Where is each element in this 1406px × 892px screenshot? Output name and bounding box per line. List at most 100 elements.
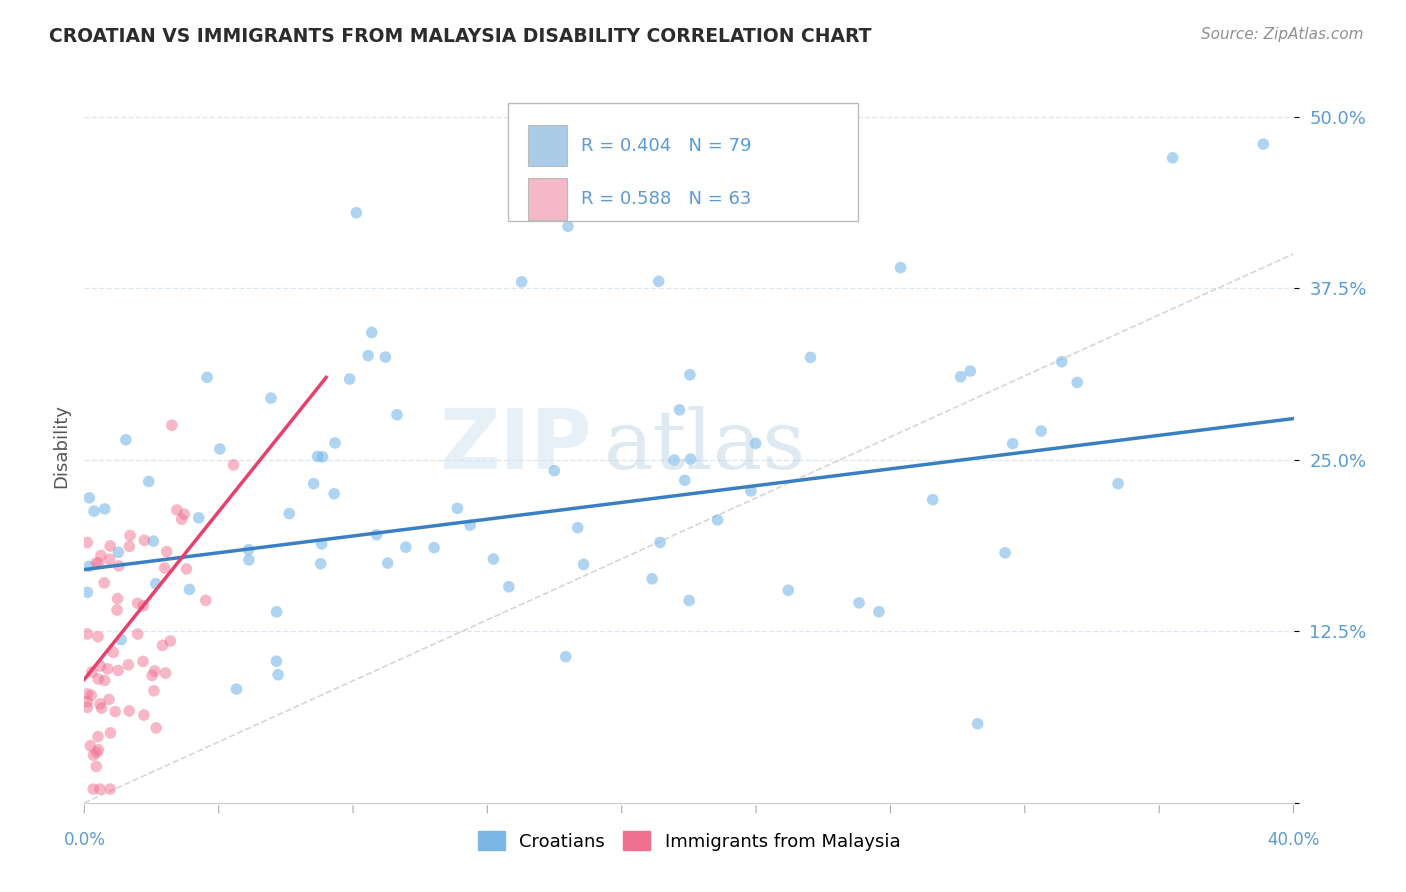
Point xyxy=(107,664,129,678)
Point xyxy=(107,591,129,606)
Point xyxy=(145,721,167,735)
Point xyxy=(554,649,576,664)
Point xyxy=(357,349,380,363)
Point xyxy=(155,666,177,681)
Point xyxy=(557,219,579,234)
Point xyxy=(173,507,195,521)
Point xyxy=(77,559,100,574)
Point xyxy=(678,593,700,607)
Point xyxy=(84,759,107,773)
Point xyxy=(679,452,702,467)
Point xyxy=(76,627,98,641)
Point xyxy=(366,528,388,542)
Point xyxy=(395,540,418,554)
Point xyxy=(145,576,167,591)
Point xyxy=(1001,436,1024,450)
Point xyxy=(458,518,481,533)
Text: Source: ZipAtlas.com: Source: ZipAtlas.com xyxy=(1201,27,1364,42)
Point xyxy=(89,697,111,711)
Point xyxy=(510,275,533,289)
Point xyxy=(179,582,201,597)
Point xyxy=(706,513,728,527)
Point xyxy=(80,688,103,702)
Point xyxy=(311,450,333,464)
Point xyxy=(567,521,589,535)
Point xyxy=(648,274,671,288)
Point xyxy=(107,545,129,559)
Point xyxy=(118,540,141,554)
Point xyxy=(83,504,105,518)
Point xyxy=(1253,137,1275,152)
Point xyxy=(93,673,115,688)
Point xyxy=(572,558,595,572)
Point xyxy=(266,654,288,668)
Point xyxy=(80,665,103,679)
Point xyxy=(949,369,972,384)
Point xyxy=(103,645,125,659)
Point xyxy=(98,539,121,553)
Text: CROATIAN VS IMMIGRANTS FROM MALAYSIA DISABILITY CORRELATION CHART: CROATIAN VS IMMIGRANTS FROM MALAYSIA DIS… xyxy=(49,27,872,45)
Point xyxy=(994,546,1017,560)
Point xyxy=(339,372,361,386)
Point xyxy=(110,632,132,647)
Text: R = 0.588   N = 63: R = 0.588 N = 63 xyxy=(581,190,752,208)
Point xyxy=(87,630,110,644)
Point xyxy=(673,473,696,487)
Point xyxy=(132,708,155,723)
Point xyxy=(187,511,209,525)
FancyBboxPatch shape xyxy=(508,103,858,221)
Point xyxy=(76,585,98,599)
Point xyxy=(76,535,98,549)
Point xyxy=(98,782,121,797)
Point xyxy=(664,453,686,467)
Point xyxy=(87,730,110,744)
Point xyxy=(93,575,115,590)
Point xyxy=(132,599,155,613)
Point xyxy=(868,605,890,619)
Point xyxy=(105,603,128,617)
Point xyxy=(82,748,104,763)
Point xyxy=(90,701,112,715)
Point xyxy=(82,782,104,797)
Point xyxy=(267,667,290,681)
Point xyxy=(740,483,762,498)
Point xyxy=(668,402,690,417)
Point xyxy=(309,557,332,571)
Point xyxy=(543,464,565,478)
Point xyxy=(498,580,520,594)
Point xyxy=(127,627,149,641)
Point xyxy=(176,562,198,576)
Point xyxy=(84,556,107,570)
Point xyxy=(142,534,165,549)
Point xyxy=(159,634,181,648)
Point xyxy=(890,260,912,275)
Y-axis label: Disability: Disability xyxy=(52,404,70,488)
Point xyxy=(104,705,127,719)
Point xyxy=(76,687,98,701)
Point xyxy=(208,442,231,456)
Point xyxy=(311,537,333,551)
Text: 40.0%: 40.0% xyxy=(1267,831,1320,849)
Point xyxy=(79,739,101,753)
Point xyxy=(1107,476,1129,491)
Point xyxy=(377,556,399,570)
Point xyxy=(1031,424,1053,438)
Point xyxy=(423,541,446,555)
Point xyxy=(127,596,149,610)
Point xyxy=(89,782,111,797)
Point xyxy=(90,549,112,563)
Point xyxy=(138,475,160,489)
FancyBboxPatch shape xyxy=(529,125,567,166)
Point xyxy=(87,672,110,686)
Point xyxy=(170,512,193,526)
Point xyxy=(152,639,174,653)
Point xyxy=(266,605,288,619)
Point xyxy=(100,726,122,740)
Point xyxy=(79,491,101,505)
Point xyxy=(1066,376,1088,390)
Point xyxy=(225,682,247,697)
Point xyxy=(115,433,138,447)
Point xyxy=(166,503,188,517)
Point xyxy=(648,535,671,549)
Point xyxy=(260,391,283,405)
